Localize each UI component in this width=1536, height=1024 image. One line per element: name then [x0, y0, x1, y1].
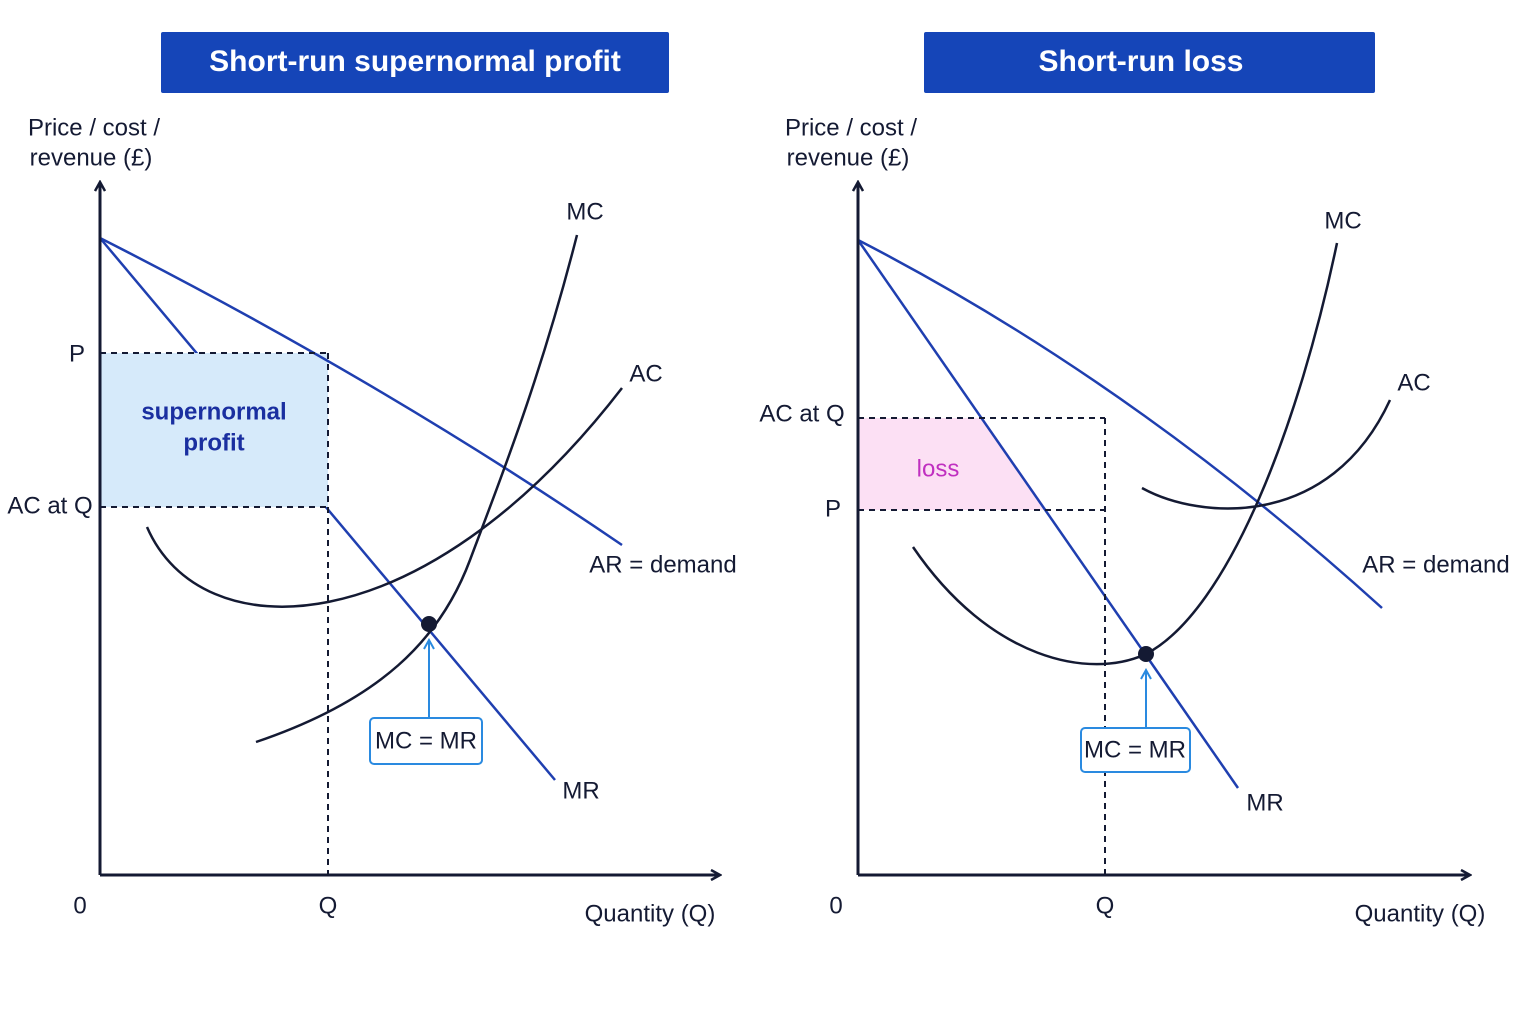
- mc-label: MC: [566, 198, 603, 225]
- ac-curve: [1141, 399, 1392, 510]
- mr-label: MR: [562, 777, 599, 804]
- title-box: [924, 32, 1375, 93]
- ar-curve: [99, 236, 623, 547]
- panel-profit: Short-run supernormal profit Price / cos…: [7, 32, 737, 927]
- callout-label: MC = MR: [375, 727, 477, 754]
- mr-curve: [856, 239, 1240, 789]
- area-label: loss: [917, 455, 960, 482]
- loss-area: [858, 418, 1047, 510]
- ar-label: AR = demand: [589, 551, 736, 578]
- mc-curve: [255, 234, 579, 744]
- price-label: P: [825, 495, 841, 522]
- equilibrium-point: [1138, 646, 1154, 662]
- mr-label: MR: [1246, 789, 1283, 816]
- q-label: Q: [319, 892, 338, 919]
- callout-box: [1080, 727, 1191, 773]
- y-axis-label: Price / cost /: [28, 114, 160, 141]
- x-axis-label: Quantity (Q): [1355, 900, 1486, 927]
- panel-loss: Short-run loss Price / cost / revenue (£…: [759, 32, 1510, 927]
- panel-title: Short-run loss: [1038, 45, 1243, 78]
- y-axis-label: revenue (£): [30, 144, 153, 171]
- mc-label: MC: [1324, 207, 1361, 234]
- y-axis-label: Price / cost /: [785, 114, 917, 141]
- origin-label: 0: [829, 892, 842, 919]
- callout-box: [369, 717, 483, 765]
- area-label: profit: [183, 429, 244, 456]
- ar-curve: [857, 238, 1383, 609]
- y-axis-label: revenue (£): [787, 144, 910, 171]
- callout-label: MC = MR: [1084, 736, 1186, 763]
- equilibrium-point: [421, 616, 437, 632]
- origin-label: 0: [73, 892, 86, 919]
- dashed-guides: [858, 417, 1106, 875]
- ac-label: AC: [629, 360, 662, 387]
- panel-title: Short-run supernormal profit: [209, 45, 621, 78]
- ac-at-q-label: AC at Q: [7, 492, 92, 519]
- dashed-guides: [100, 352, 329, 875]
- ac-label: AC: [1397, 369, 1430, 396]
- ac-at-q-label: AC at Q: [759, 400, 844, 427]
- mc-curve: [911, 242, 1339, 666]
- x-axis-label: Quantity (Q): [585, 900, 716, 927]
- ar-label: AR = demand: [1362, 551, 1509, 578]
- profit-area: [100, 353, 328, 507]
- area-label: supernormal: [141, 398, 286, 425]
- q-label: Q: [1096, 892, 1115, 919]
- title-box: [161, 32, 669, 93]
- price-label: P: [69, 340, 85, 367]
- ac-curve: [145, 387, 623, 608]
